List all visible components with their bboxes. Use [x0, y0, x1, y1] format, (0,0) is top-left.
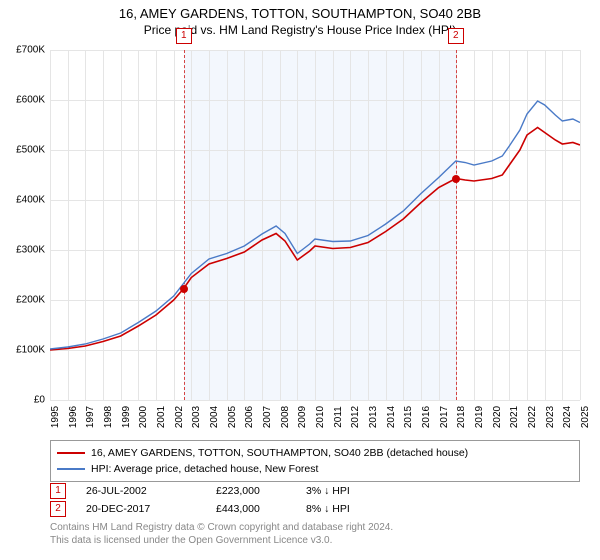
transaction-price: £443,000: [216, 503, 306, 515]
series-line: [50, 101, 580, 349]
footer-attribution: Contains HM Land Registry data © Crown c…: [50, 522, 580, 547]
legend-label: 16, AMEY GARDENS, TOTTON, SOUTHAMPTON, S…: [91, 447, 468, 459]
x-tick-label: 2004: [209, 406, 220, 428]
transaction-row: 2 20-DEC-2017£443,0008% ↓ HPI: [50, 500, 580, 518]
x-tick-label: 2000: [138, 406, 149, 428]
x-tick-label: 1996: [68, 406, 79, 428]
x-tick-label: 1997: [85, 406, 96, 428]
transaction-price: £223,000: [216, 485, 306, 497]
x-tick-label: 2007: [262, 406, 273, 428]
legend-swatch: [57, 468, 85, 470]
x-tick-label: 2005: [227, 406, 238, 428]
y-tick-label: £400K: [0, 195, 45, 206]
x-tick-label: 2001: [156, 406, 167, 428]
transaction-date: 26-JUL-2002: [86, 485, 216, 497]
x-tick-label: 2003: [191, 406, 202, 428]
x-tick-label: 2018: [456, 406, 467, 428]
chart-legend: 16, AMEY GARDENS, TOTTON, SOUTHAMPTON, S…: [50, 440, 580, 482]
legend-swatch: [57, 452, 85, 454]
footer-line: This data is licensed under the Open Gov…: [50, 535, 580, 548]
y-tick-label: £700K: [0, 45, 45, 56]
transaction-marker: 1: [50, 483, 66, 499]
x-tick-label: 1999: [121, 406, 132, 428]
y-tick-label: £300K: [0, 245, 45, 256]
x-tick-label: 2022: [527, 406, 538, 428]
transaction-row: 1 26-JUL-2002£223,0003% ↓ HPI: [50, 482, 580, 500]
x-tick-label: 2021: [509, 406, 520, 428]
y-tick-label: £500K: [0, 145, 45, 156]
x-tick-label: 2013: [368, 406, 379, 428]
x-tick-label: 2010: [315, 406, 326, 428]
x-tick-label: 1998: [103, 406, 114, 428]
x-tick-label: 2024: [562, 406, 573, 428]
legend-item: HPI: Average price, detached house, New …: [57, 461, 573, 477]
legend-label: HPI: Average price, detached house, New …: [91, 463, 318, 475]
legend-item: 16, AMEY GARDENS, TOTTON, SOUTHAMPTON, S…: [57, 445, 573, 461]
x-tick-label: 2014: [386, 406, 397, 428]
y-tick-label: £100K: [0, 345, 45, 356]
x-tick-label: 2020: [492, 406, 503, 428]
chart-lines: [50, 50, 580, 400]
transaction-hpi-delta: 3% ↓ HPI: [306, 485, 406, 497]
x-tick-label: 2015: [403, 406, 414, 428]
x-tick-label: 2023: [545, 406, 556, 428]
transaction-hpi-delta: 8% ↓ HPI: [306, 503, 406, 515]
x-tick-label: 2019: [474, 406, 485, 428]
x-tick-label: 2017: [439, 406, 450, 428]
y-tick-label: £0: [0, 395, 45, 406]
event-marker-1: 1: [176, 28, 192, 44]
event-marker-2: 2: [448, 28, 464, 44]
transaction-marker: 2: [50, 501, 66, 517]
x-tick-label: 2009: [297, 406, 308, 428]
x-tick-label: 2025: [580, 406, 591, 428]
footer-line: Contains HM Land Registry data © Crown c…: [50, 522, 580, 535]
y-tick-label: £600K: [0, 95, 45, 106]
x-tick-label: 2012: [350, 406, 361, 428]
transactions-table: 1 26-JUL-2002£223,0003% ↓ HPI 2 20-DEC-2017…: [50, 482, 580, 518]
x-tick-label: 2011: [333, 406, 344, 428]
x-tick-label: 2008: [280, 406, 291, 428]
y-tick-label: £200K: [0, 295, 45, 306]
x-tick-label: 2016: [421, 406, 432, 428]
x-tick-label: 1995: [50, 406, 61, 428]
page-title: 16, AMEY GARDENS, TOTTON, SOUTHAMPTON, S…: [0, 6, 600, 21]
page-subtitle: Price paid vs. HM Land Registry's House …: [0, 23, 600, 37]
x-tick-label: 2006: [244, 406, 255, 428]
price-chart: £0£100K£200K£300K£400K£500K£600K£700K199…: [50, 50, 580, 400]
event-dot: [452, 175, 460, 183]
transaction-date: 20-DEC-2017: [86, 503, 216, 515]
event-dot: [180, 285, 188, 293]
x-tick-label: 2002: [174, 406, 185, 428]
